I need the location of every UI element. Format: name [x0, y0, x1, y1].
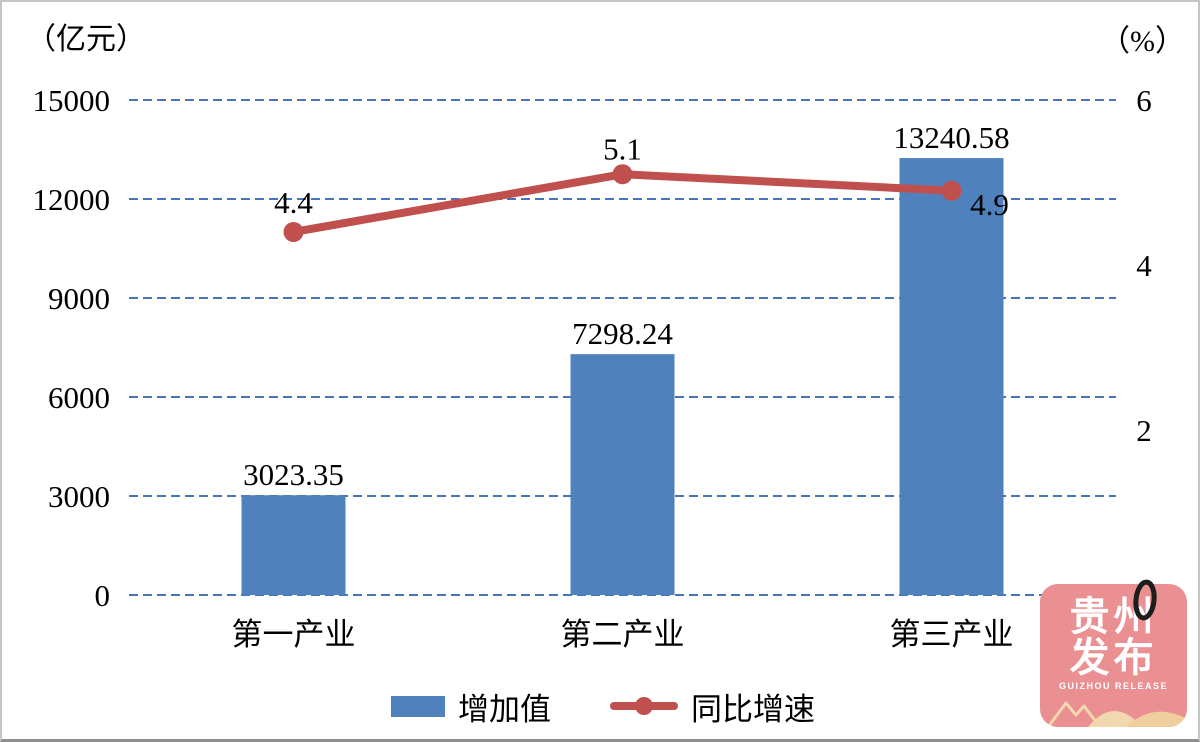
bar-value-label: 3023.35 [243, 457, 344, 492]
watermark-text-line1: 贵州 [1069, 595, 1158, 639]
category-label: 第一产业 [232, 617, 356, 652]
line-value-label: 4.9 [970, 187, 1009, 222]
right-axis-unit-label: （%） [1100, 25, 1185, 58]
watermark-background: 贵州 发布 GUIZHOU RELEASE [1040, 584, 1187, 727]
line-marker [612, 164, 633, 185]
left-axis-tick: 9000 [48, 281, 110, 316]
left-axis-unit-label: （亿元） [26, 23, 146, 56]
right-axis-tick: 2 [1136, 413, 1152, 448]
line-swatch-marker [635, 697, 653, 715]
mountains-icon [1046, 701, 1187, 727]
right-axis-tick: 4 [1136, 248, 1152, 283]
legend-item-added-value: 增加值 [391, 687, 551, 727]
line-value-label: 4.4 [274, 185, 313, 220]
chart-legend: 增加值 同比增速 [2, 687, 1198, 727]
left-axis-tick: 15000 [33, 83, 111, 118]
watermark-subtitle: GUIZHOU RELEASE [1058, 681, 1168, 691]
guizhou-release-watermark: 贵州 发布 GUIZHOU RELEASE [1040, 579, 1187, 727]
line-value-label: 5.1 [603, 131, 642, 166]
clip-icon [1133, 579, 1157, 621]
category-label: 第三产业 [890, 617, 1014, 652]
category-label: 第二产业 [561, 617, 685, 652]
left-axis-tick: 12000 [33, 182, 111, 217]
legend-item-growth-rate: 同比增速 [610, 687, 815, 727]
watermark-text-line2: 发布 [1069, 636, 1158, 680]
left-axis-tick: 6000 [48, 380, 110, 415]
line-marker [941, 180, 962, 201]
bar-value-label: 7298.24 [572, 316, 673, 351]
bar-第三产业 [899, 158, 1004, 596]
line-marker [283, 222, 304, 242]
legend-bar-label: 增加值 [458, 691, 551, 727]
right-axis-tick: 6 [1136, 83, 1152, 118]
bar-第一产业 [241, 495, 346, 595]
left-axis-tick: 0 [95, 578, 111, 613]
bar-swatch-icon [391, 695, 445, 717]
left-axis-tick: 3000 [48, 479, 110, 514]
bar-value-label: 13240.58 [893, 120, 1009, 155]
bar-第二产业 [570, 354, 675, 595]
legend-line-label: 同比增速 [691, 691, 815, 727]
line-swatch-icon [610, 696, 678, 716]
